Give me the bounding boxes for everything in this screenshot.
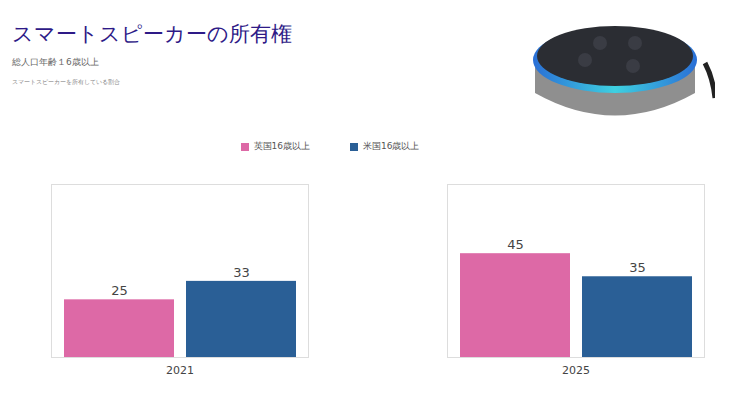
svg-text:33: 33 [233,265,250,280]
html-text:スマートスピーカーの所有権: スマートスピーカーの所有権 [12,22,292,46]
svg-text:2025: 2025 [562,364,590,377]
svg-text:35: 35 [629,260,646,275]
svg-text:45: 45 [507,237,524,252]
html-text:英国16歳以上: 英国16歳以上 [253,141,310,151]
html-text:米国16歳以上: 米国16歳以上 [363,141,420,151]
html-text:スマートスピーカーを所有している割合: スマートスピーカーを所有している割合 [12,78,120,85]
html-text:総人口年齢１6歳以上: 総人口年齢１6歳以上 [12,57,99,67]
svg-text:2021: 2021 [166,364,194,377]
svg-text:25: 25 [111,283,128,298]
